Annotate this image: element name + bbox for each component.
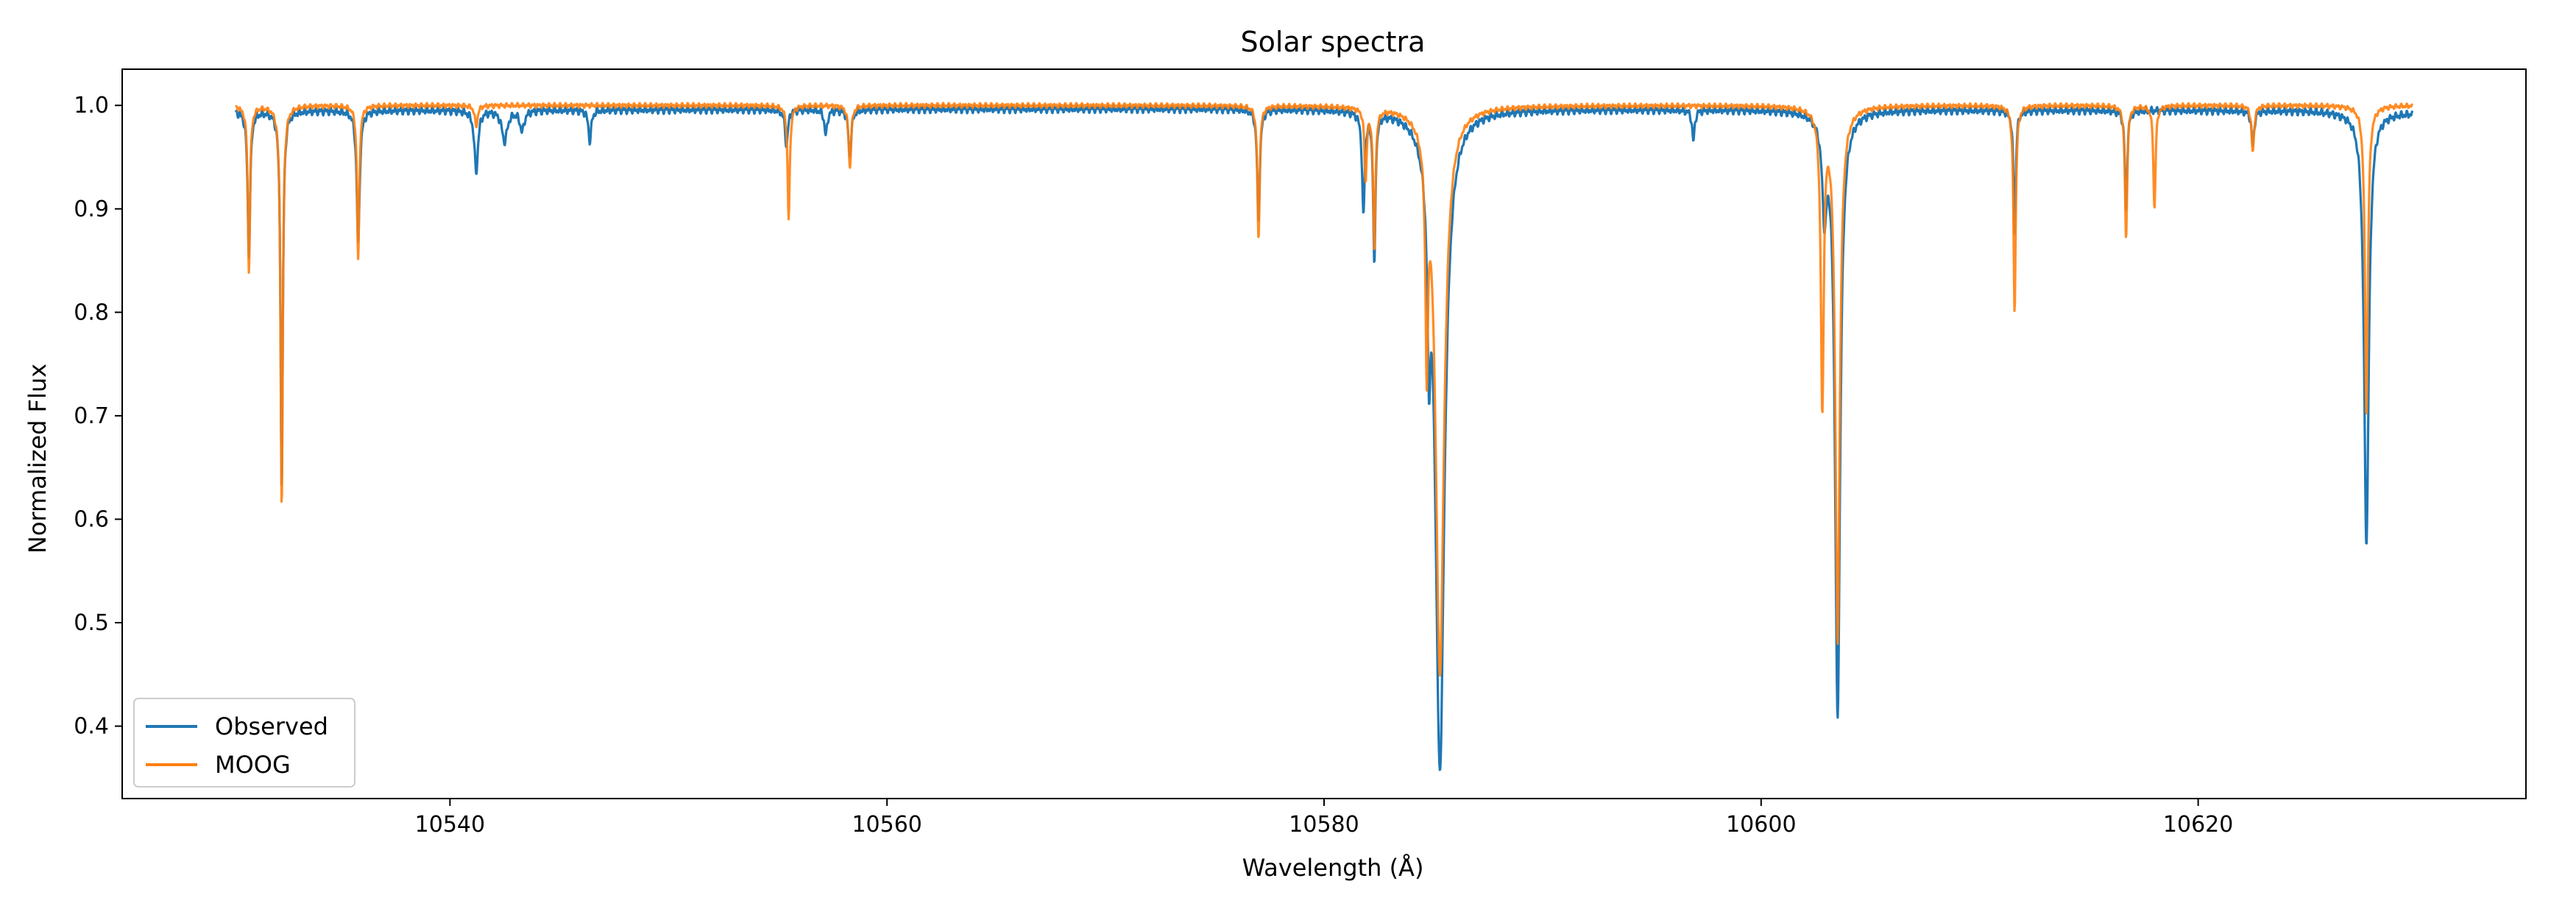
series-line-moog [235, 102, 2414, 677]
x-axis-label: Wavelength (Å) [1242, 854, 1424, 882]
y-tick-label: 0.7 [74, 403, 109, 429]
axis-ticks: 10540 10560 10580 10600 10620 0.4 0.5 0.6 0.7 0.8… [74, 93, 2233, 838]
x-tick-label: 10600 [1726, 812, 1796, 838]
y-tick-label: 1.0 [74, 93, 109, 118]
y-tick-label: 0.4 [74, 714, 109, 740]
legend-label-moog: MOOG [215, 751, 291, 779]
legend-label-observed: Observed [215, 712, 328, 740]
x-tick-label: 10580 [1289, 812, 1359, 838]
chart-title: Solar spectra [1241, 26, 1426, 58]
y-tick-label: 0.6 [74, 506, 109, 532]
x-tick-label: 10540 [415, 812, 485, 838]
legend: Observed MOOG [133, 698, 355, 788]
x-tick-label: 10560 [852, 812, 921, 838]
x-tick-label: 10620 [2163, 812, 2233, 838]
y-axis-label: Normalized Flux [24, 364, 52, 553]
y-tick-label: 0.5 [74, 610, 109, 636]
y-tick-label: 0.9 [74, 197, 109, 222]
y-tick-label: 0.8 [74, 300, 109, 325]
